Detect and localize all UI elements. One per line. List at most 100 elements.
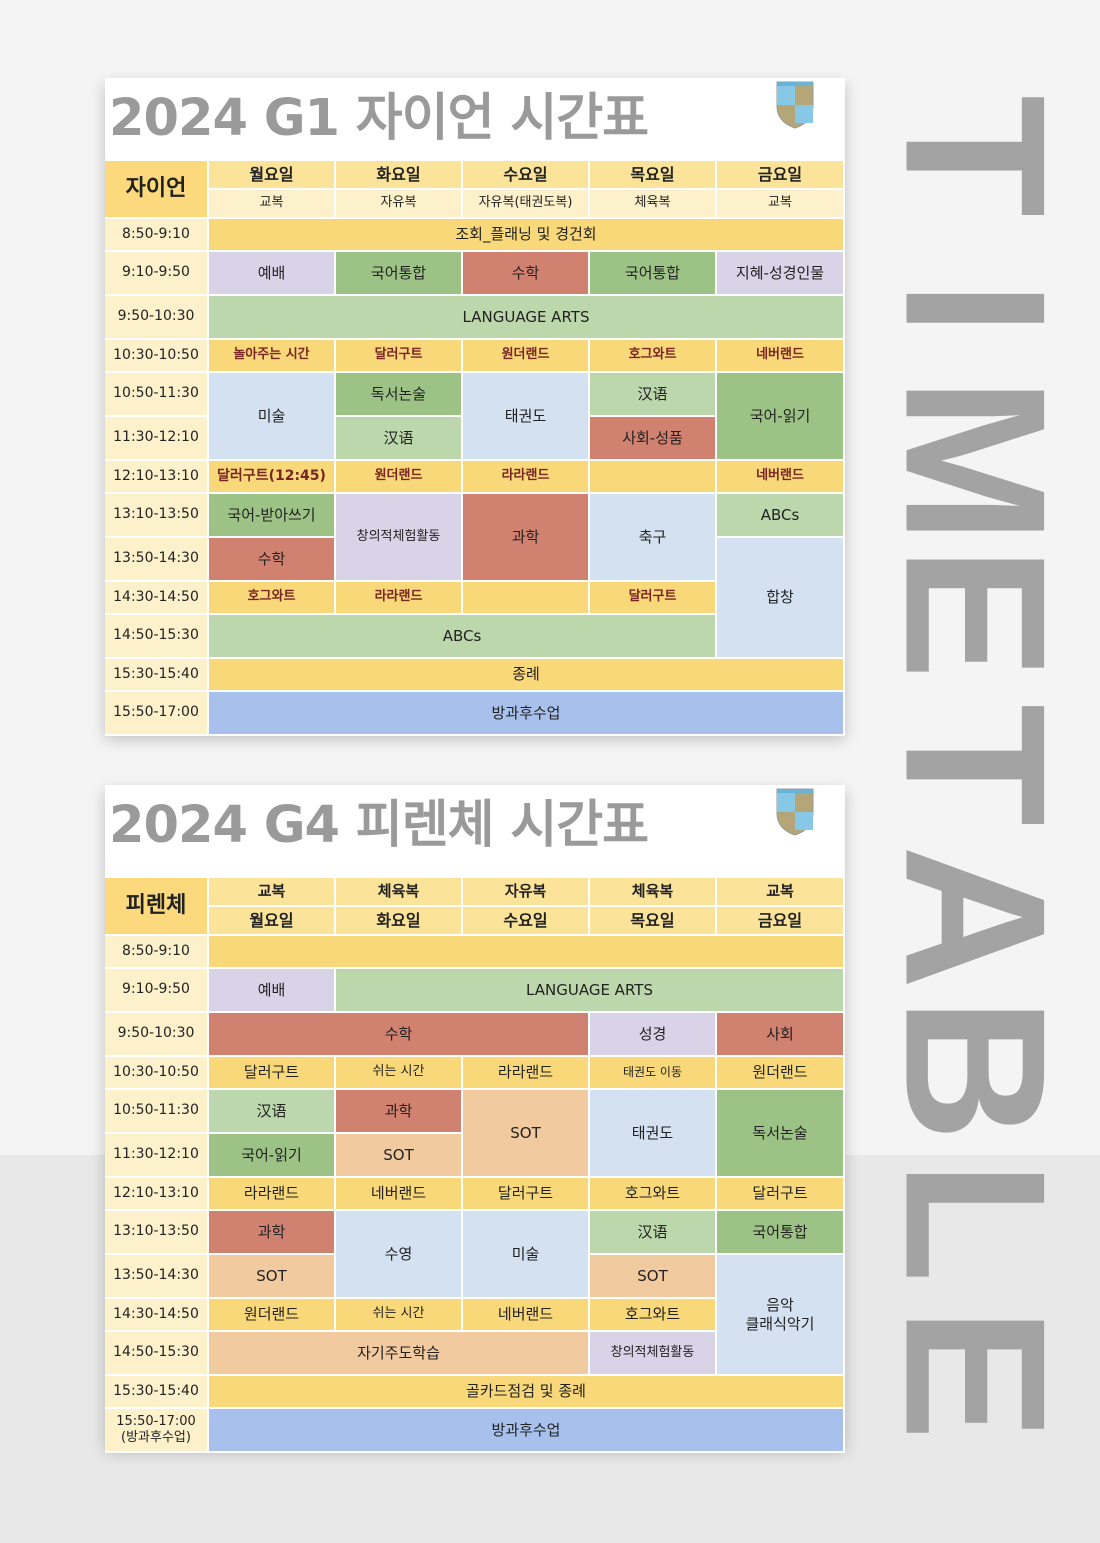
break-cell: 쉬는 시간 [336, 1299, 463, 1332]
class-cell: 창의적체험활동 [590, 1332, 717, 1376]
break-cell: 달러구트 [336, 340, 463, 373]
side-title-letter: B [880, 997, 1070, 1141]
break-cell: 호그와트 [590, 1299, 717, 1332]
class-cell: 독서논술 [717, 1090, 845, 1178]
class-cell: 종례 [209, 659, 845, 692]
class-cell: SOT [336, 1134, 463, 1178]
g1-title: 2024 G1 자이언 시간표 [109, 89, 649, 148]
side-title: TIMETABLE [880, 95, 1070, 1441]
side-title-letter: M [880, 377, 1070, 544]
uniform-cell: 교복 [717, 878, 845, 907]
uniform-cell: 자유복 [336, 190, 463, 219]
class-cell: 자기주도학습 [209, 1332, 590, 1376]
time-cell: 14:50-15:30 [105, 1332, 209, 1376]
side-title-letter: E [880, 546, 1070, 679]
class-cell: 과학 [463, 494, 590, 582]
side-title-letter: I [880, 281, 1070, 337]
break-cell: 달러구트 [590, 582, 717, 615]
school-crest-icon [776, 788, 814, 836]
day-header: 수요일 [463, 907, 590, 936]
time-cell: 13:50-14:30 [105, 538, 209, 582]
time-cell: 8:50-9:10 [105, 936, 209, 969]
class-cell: 汉语 [590, 373, 717, 417]
break-cell: 원더랜드 [717, 1057, 845, 1090]
day-header: 금요일 [717, 161, 845, 190]
break-cell: 라라랜드 [463, 461, 590, 494]
break-cell: 달러구트(12:45) [209, 461, 336, 494]
uniform-cell: 체육복 [336, 878, 463, 907]
time-cell: 10:30-10:50 [105, 340, 209, 373]
class-cell: LANGUAGE ARTS [209, 296, 845, 340]
time-cell: 11:30-12:10 [105, 1134, 209, 1178]
break-cell: 달러구트 [463, 1178, 590, 1211]
break-cell: 네버랜드 [336, 1178, 463, 1211]
side-title-letter: E [880, 1307, 1070, 1440]
day-header: 수요일 [463, 161, 590, 190]
class-cell: 사회-성품 [590, 417, 717, 461]
break-cell: 쉬는 시간 [336, 1057, 463, 1090]
time-cell: 10:50-11:30 [105, 373, 209, 417]
time-cell: 15:50-17:00 (방과후수업) [105, 1409, 209, 1453]
break-cell: 라라랜드 [463, 1057, 590, 1090]
class-cell: 골카드점검 및 종례 [209, 1376, 845, 1409]
class-cell: 수학 [463, 252, 590, 296]
day-header: 금요일 [717, 907, 845, 936]
time-cell: 8:50-9:10 [105, 219, 209, 252]
class-cell: 지혜-성경인물 [717, 252, 845, 296]
class-cell [209, 936, 845, 969]
class-cell: 예배 [209, 969, 336, 1013]
side-title-letter: T [880, 704, 1070, 826]
uniform-cell: 자유복(태권도복) [463, 190, 590, 219]
day-header: 월요일 [209, 907, 336, 936]
day-header: 월요일 [209, 161, 336, 190]
g1-timetable-card: 2024 G1 자이언 시간표 자이언 월요일 화요일 수요일 목요일 금요일 … [105, 78, 845, 736]
break-cell: 달러구트 [209, 1057, 336, 1090]
uniform-cell: 교복 [209, 190, 336, 219]
class-cell: 창의적체험활동 [336, 494, 463, 582]
class-cell: 국어통합 [717, 1211, 845, 1255]
class-cell: 독서논술 [336, 373, 463, 417]
class-cell: 미술 [209, 373, 336, 461]
break-cell: 라라랜드 [209, 1178, 336, 1211]
class-cell: SOT [463, 1090, 590, 1178]
break-cell: 놀아주는 시간 [209, 340, 336, 373]
class-cell: 汉语 [590, 1211, 717, 1255]
class-cell: ABCs [717, 494, 845, 538]
break-cell: 달러구트 [717, 1178, 845, 1211]
uniform-cell: 교복 [209, 878, 336, 907]
class-cell: 국어통합 [590, 252, 717, 296]
time-cell: 9:50-10:30 [105, 1013, 209, 1057]
class-cell: 수학 [209, 538, 336, 582]
class-cell: 방과후수업 [209, 1409, 845, 1453]
g4-title: 2024 G4 피렌체 시간표 [109, 796, 649, 855]
break-cell: 호그와트 [209, 582, 336, 615]
break-cell: 원더랜드 [336, 461, 463, 494]
time-cell: 10:50-11:30 [105, 1090, 209, 1134]
class-cell: 조회_플래닝 및 경건회 [209, 219, 845, 252]
class-cell: 汉语 [209, 1090, 336, 1134]
time-cell: 13:50-14:30 [105, 1255, 209, 1299]
uniform-cell: 체육복 [590, 878, 717, 907]
time-cell: 15:30-15:40 [105, 659, 209, 692]
school-crest-icon [776, 81, 814, 129]
uniform-cell: 자유복 [463, 878, 590, 907]
uniform-cell: 교복 [717, 190, 845, 219]
class-cell: 축구 [590, 494, 717, 582]
break-cell: 원더랜드 [209, 1299, 336, 1332]
day-header: 화요일 [336, 161, 463, 190]
time-cell: 13:10-13:50 [105, 494, 209, 538]
class-name-cell: 피렌체 [105, 878, 209, 936]
time-cell: 15:50-17:00 [105, 692, 209, 736]
break-cell: 원더랜드 [463, 340, 590, 373]
class-cell: 과학 [209, 1211, 336, 1255]
g4-timetable-card: 2024 G4 피렌체 시간표 피렌체 교복 체육복 자유복 체육복 교복 월요… [105, 785, 845, 1453]
class-cell: 수학 [209, 1013, 590, 1057]
time-cell: 14:30-14:50 [105, 1299, 209, 1332]
g4-grid: 피렌체 교복 체육복 자유복 체육복 교복 월요일 화요일 수요일 목요일 금요… [105, 878, 845, 1453]
time-cell: 14:50-15:30 [105, 615, 209, 659]
class-cell: 음악 클래식악기 [717, 1255, 845, 1376]
day-header: 화요일 [336, 907, 463, 936]
break-cell [590, 461, 717, 494]
time-cell: 9:10-9:50 [105, 252, 209, 296]
class-cell: SOT [590, 1255, 717, 1299]
